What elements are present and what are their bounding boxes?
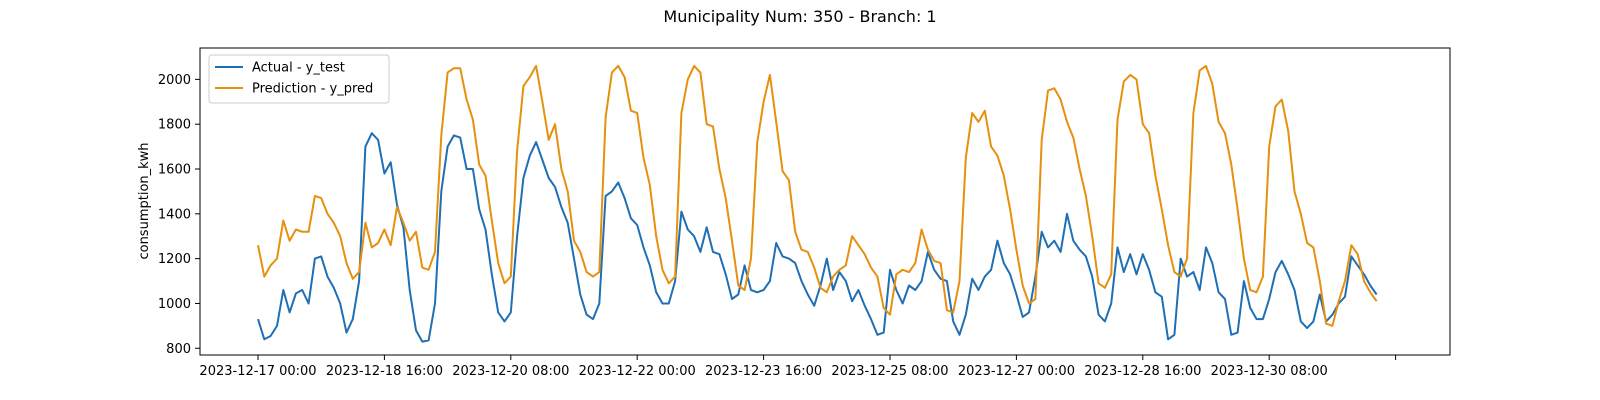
y-tick-label: 1000 bbox=[158, 297, 191, 312]
y-tick-label: 1600 bbox=[158, 163, 191, 178]
y-tick-label: 1800 bbox=[158, 118, 191, 133]
legend-label: Actual - y_test bbox=[252, 61, 345, 76]
y-axis: 800 1000 1200 1400 1600 1800 2000 bbox=[158, 73, 200, 357]
legend-box bbox=[208, 54, 390, 104]
y-tick-label: 2000 bbox=[158, 73, 191, 88]
x-tick-label: 2023-12-17 00:00 bbox=[199, 364, 316, 379]
series-line-prediction bbox=[257, 64, 1378, 327]
legend: Actual - y_test Prediction - y_pred bbox=[208, 54, 390, 104]
x-tick-label: 2023-12-22 00:00 bbox=[579, 364, 696, 379]
y-tick-label: 1400 bbox=[158, 207, 191, 222]
x-tick-label: 2023-12-28 16:00 bbox=[1084, 364, 1201, 379]
series-line-actual bbox=[257, 132, 1378, 343]
x-tick-label: 2023-12-23 16:00 bbox=[705, 364, 822, 379]
x-axis: 2023-12-17 00:00 2023-12-18 16:00 2023-12-… bbox=[199, 355, 1397, 379]
plot-area bbox=[257, 64, 1378, 343]
chart-title: Municipality Num: 350 - Branch: 1 bbox=[663, 7, 936, 26]
x-tick-label: 2023-12-27 00:00 bbox=[958, 364, 1075, 379]
legend-label: Prediction - y_pred bbox=[252, 82, 373, 97]
plot-frame bbox=[199, 47, 1451, 356]
x-tick-label: 2023-12-30 08:00 bbox=[1211, 364, 1328, 379]
x-tick-label: 2023-12-20 08:00 bbox=[452, 364, 569, 379]
x-tick-label: 2023-12-18 16:00 bbox=[326, 364, 443, 379]
y-axis-title: consumption_kwh bbox=[137, 142, 152, 259]
x-tick-label: 2023-12-25 08:00 bbox=[831, 364, 948, 379]
y-tick-label: 800 bbox=[166, 342, 191, 357]
y-tick-label: 1200 bbox=[158, 252, 191, 267]
